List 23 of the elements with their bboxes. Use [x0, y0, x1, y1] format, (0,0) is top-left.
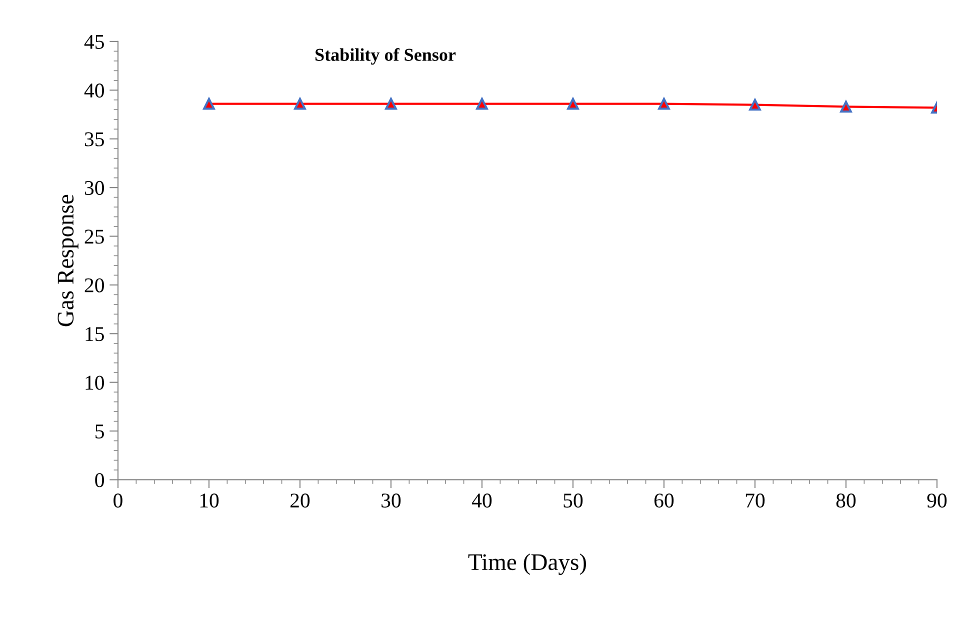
x-tick-label: 0 — [114, 494, 122, 508]
x-tick-label: 50 — [564, 494, 583, 508]
x-axis-title: Time (Days) — [468, 553, 586, 575]
y-tick-label: 15 — [86, 327, 104, 342]
x-tick-label: 80 — [836, 494, 856, 508]
y-tick-label: 5 — [96, 424, 104, 438]
y-tick-label: 40 — [84, 84, 104, 98]
x-tick-label: 30 — [382, 494, 401, 508]
y-axis-title: Gas Response — [58, 194, 78, 326]
y-tick-label: 0 — [95, 473, 104, 488]
x-tick-label: 20 — [290, 494, 310, 508]
chart-title: Stability of Sensor — [315, 48, 456, 65]
y-tick-label: 45 — [84, 34, 104, 49]
y-tick-label: 30 — [84, 180, 104, 195]
x-tick-label: 90 — [927, 494, 947, 508]
x-tick-label: 40 — [472, 494, 492, 508]
x-tick-label: 60 — [654, 494, 674, 508]
x-tick-label: 70 — [746, 494, 765, 508]
y-tick-label: 25 — [84, 230, 104, 244]
x-tick-label: 10 — [200, 494, 219, 508]
y-tick-label: 10 — [86, 376, 104, 390]
y-tick-label: 35 — [84, 132, 104, 146]
y-tick-label: 20 — [84, 278, 104, 292]
